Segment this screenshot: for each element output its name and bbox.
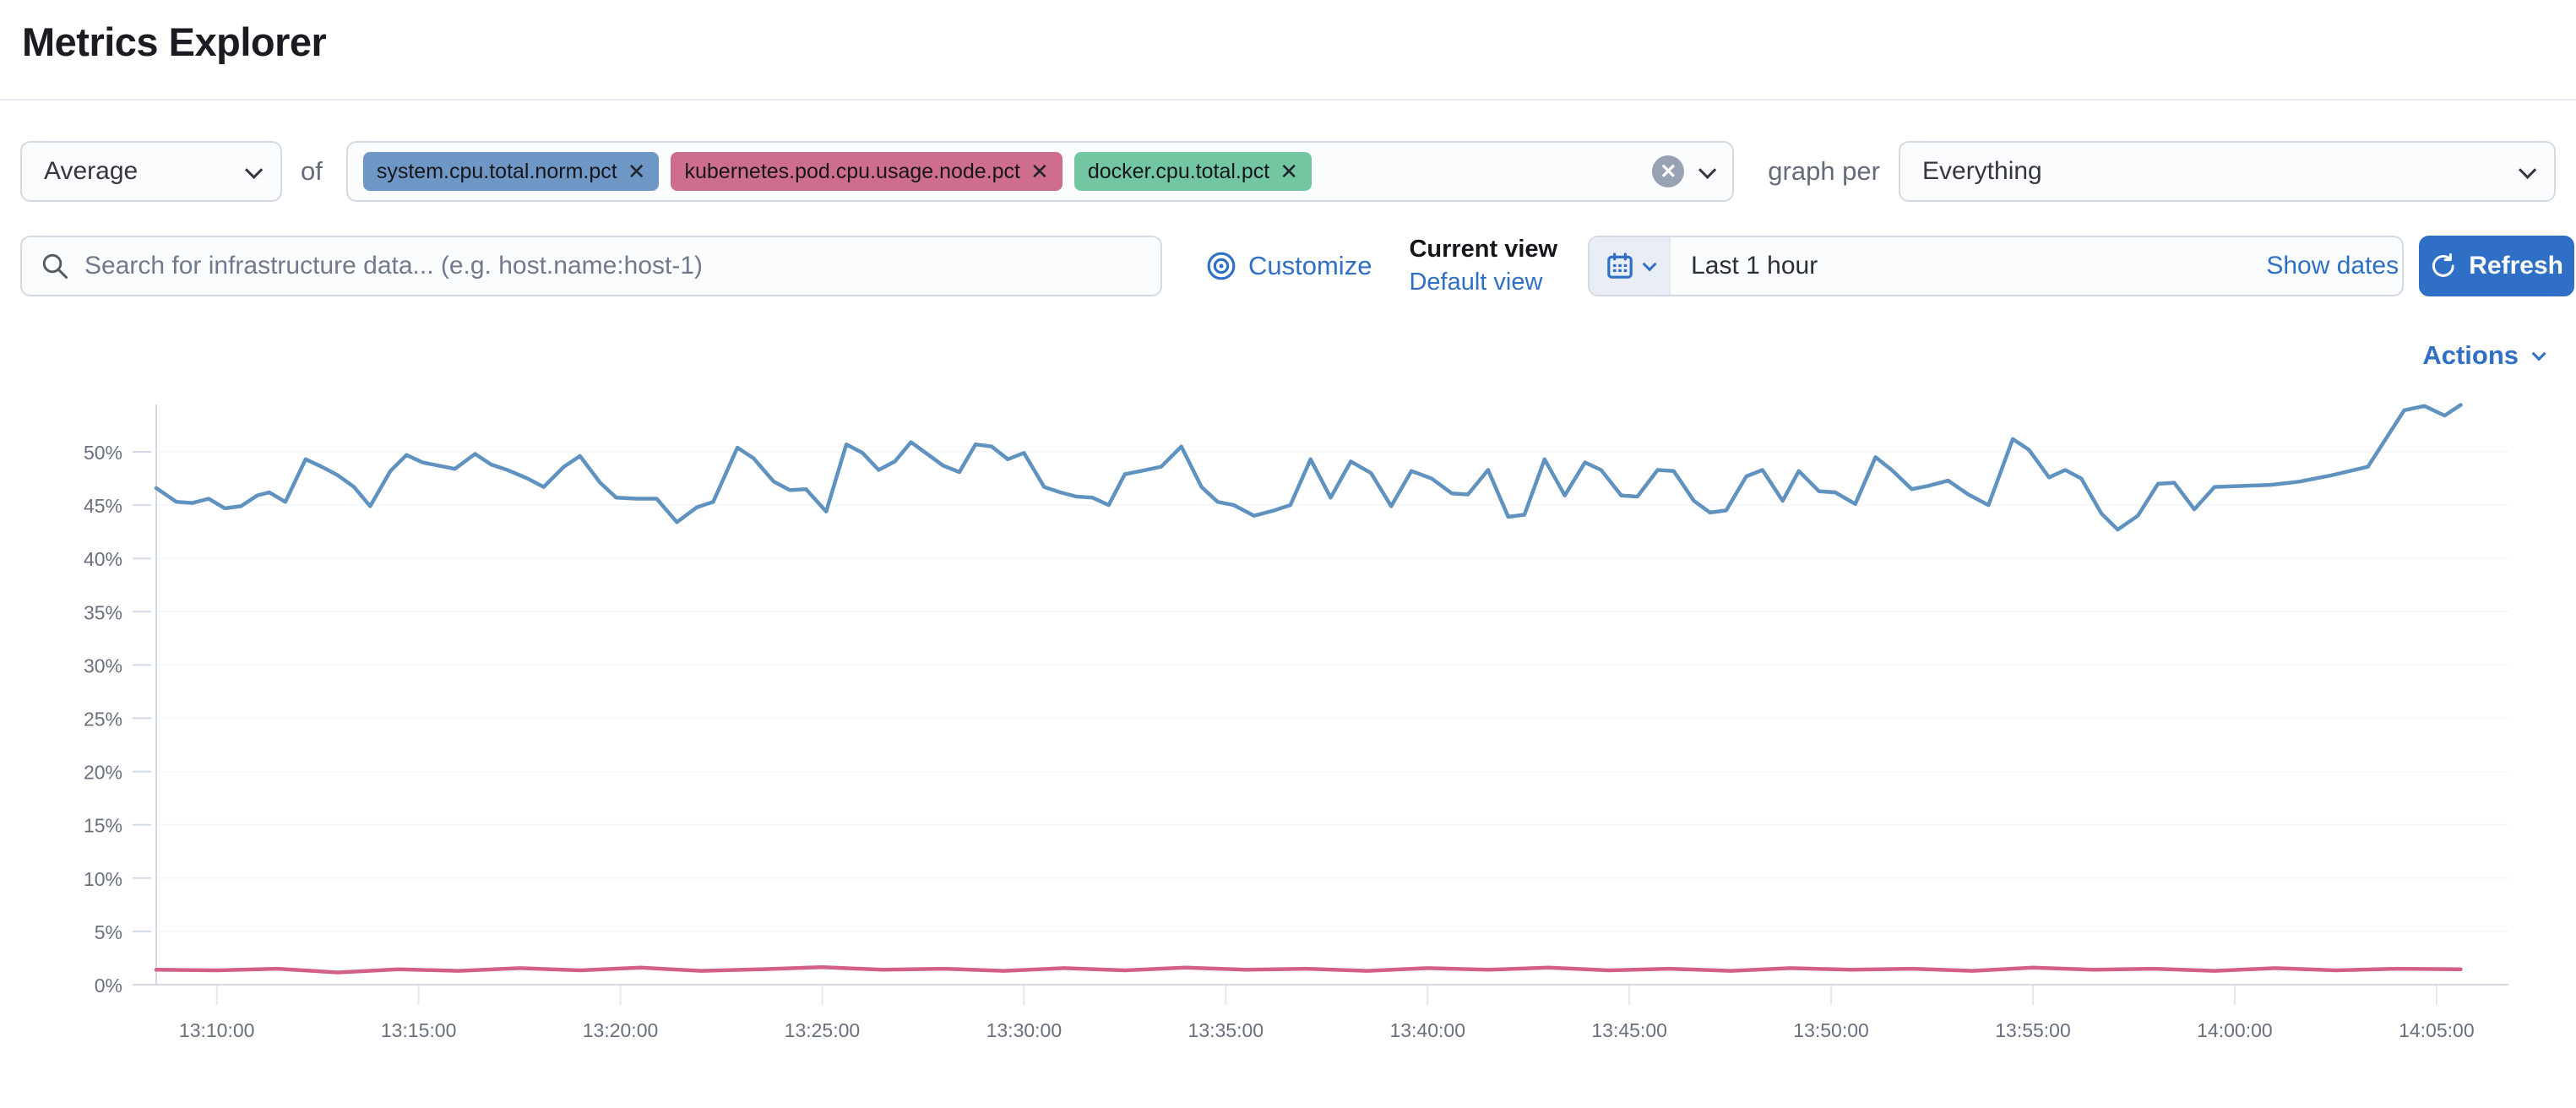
y-axis-label: 35% — [84, 601, 122, 623]
metric-badge[interactable]: kubernetes.pod.cpu.usage.node.pct ✕ — [671, 152, 1062, 191]
y-axis-label: 10% — [84, 868, 122, 890]
chevron-down-icon[interactable] — [1698, 160, 1717, 179]
page-title: Metrics Explorer — [22, 19, 327, 64]
metrics-chart[interactable]: 0% 5% 10% 15% 20% 25% 30% 35% 40% 45% 50% 13:10:00 1… — [0, 381, 2576, 1066]
customize-button[interactable]: Customize — [1206, 251, 1372, 281]
refresh-label: Refresh — [2469, 252, 2563, 280]
metric-badge[interactable]: system.cpu.total.norm.pct ✕ — [362, 152, 660, 191]
search-icon — [42, 253, 68, 280]
y-axis-label: 20% — [84, 762, 122, 784]
x-axis-label: 13:20:00 — [583, 1019, 659, 1041]
y-axis-label: 0% — [95, 975, 122, 997]
x-axis-label: 13:50:00 — [1793, 1019, 1869, 1041]
time-range-picker: Last 1 hour Show dates — [1588, 236, 2405, 296]
metric-remove-icon[interactable]: ✕ — [1030, 159, 1049, 184]
aggregation-select[interactable]: Average — [20, 141, 282, 202]
x-axis-label: 13:15:00 — [381, 1019, 457, 1041]
metrics-combobox[interactable]: system.cpu.total.norm.pct ✕ kubernetes.pod… — [345, 141, 1735, 202]
metric-badge-label: kubernetes.pod.cpu.usage.node.pct — [684, 159, 1021, 183]
metric-badge-label: docker.cpu.total.pct — [1087, 159, 1270, 183]
y-axis-label: 30% — [84, 654, 122, 676]
x-axis-label: 13:10:00 — [179, 1019, 255, 1041]
calendar-icon — [1607, 253, 1633, 279]
header-divider — [0, 99, 2576, 100]
combobox-controls: ✕ — [1652, 155, 1717, 187]
metric-remove-icon[interactable]: ✕ — [627, 159, 646, 184]
graph-per-label: graph per — [1768, 156, 1880, 186]
aggregation-value: Average — [44, 157, 139, 185]
refresh-button[interactable]: Refresh — [2419, 236, 2575, 296]
of-label: of — [301, 156, 323, 186]
chart-actions-menu[interactable]: Actions — [0, 335, 2576, 376]
timeseries-line-chart[interactable]: 0% 5% 10% 15% 20% 25% 30% 35% 40% 45% 50% 13:10:00 1… — [0, 381, 2576, 1062]
metric-badge[interactable]: docker.cpu.total.pct ✕ — [1073, 152, 1312, 191]
customize-label: Customize — [1248, 251, 1372, 280]
chevron-down-icon — [1642, 257, 1657, 272]
current-view-label: Current view — [1409, 236, 1558, 263]
search-box — [20, 236, 1162, 296]
y-axis-label: 50% — [84, 442, 122, 464]
x-axis-label: 13:35:00 — [1188, 1019, 1264, 1041]
x-axis-label: 13:40:00 — [1389, 1019, 1465, 1041]
query-controls-row: Customize Current view Default view Last… — [0, 236, 2576, 296]
x-axis-label: 14:05:00 — [2399, 1019, 2475, 1041]
refresh-icon — [2432, 253, 2454, 277]
actions-label: Actions — [2422, 340, 2519, 370]
x-axis-label: 13:30:00 — [986, 1019, 1062, 1041]
x-axis-label: 14:00:00 — [2197, 1019, 2273, 1041]
series-line — [154, 403, 2463, 532]
x-axis-label: 13:25:00 — [785, 1019, 861, 1041]
metric-controls-row: Average of system.cpu.total.norm.pct ✕ kub… — [0, 141, 2576, 202]
time-range-label: Last 1 hour — [1691, 252, 1818, 280]
metric-remove-icon[interactable]: ✕ — [1280, 159, 1299, 184]
chevron-down-icon — [2531, 346, 2546, 361]
group-by-select[interactable]: Everything — [1899, 141, 2556, 202]
y-axis-label: 45% — [84, 495, 122, 517]
view-selector: Current view Default view — [1409, 236, 1557, 296]
y-axis-label: 5% — [95, 921, 122, 943]
y-axis-label: 25% — [84, 709, 122, 731]
clear-all-icon[interactable]: ✕ — [1652, 155, 1685, 187]
group-by-value: Everything — [1922, 157, 2042, 185]
metric-badges: system.cpu.total.norm.pct ✕ kubernetes.pod… — [362, 152, 1642, 191]
chevron-down-icon — [245, 160, 264, 179]
chevron-down-icon — [2519, 160, 2537, 179]
y-axis-label: 40% — [84, 548, 122, 570]
search-input[interactable] — [84, 252, 1142, 280]
x-axis-label: 13:55:00 — [1995, 1019, 2071, 1041]
metric-badge-label: system.cpu.total.norm.pct — [376, 159, 617, 183]
time-range-display[interactable]: Last 1 hour — [1671, 252, 2266, 280]
x-axis-label: 13:45:00 — [1591, 1019, 1667, 1041]
view-name-link[interactable]: Default view — [1409, 269, 1543, 296]
customize-eye-icon — [1207, 252, 1236, 280]
series-line — [154, 964, 2463, 975]
calendar-menu-button[interactable] — [1590, 237, 1671, 295]
y-axis-label: 15% — [84, 815, 122, 837]
show-dates-button[interactable]: Show dates — [2266, 252, 2399, 280]
